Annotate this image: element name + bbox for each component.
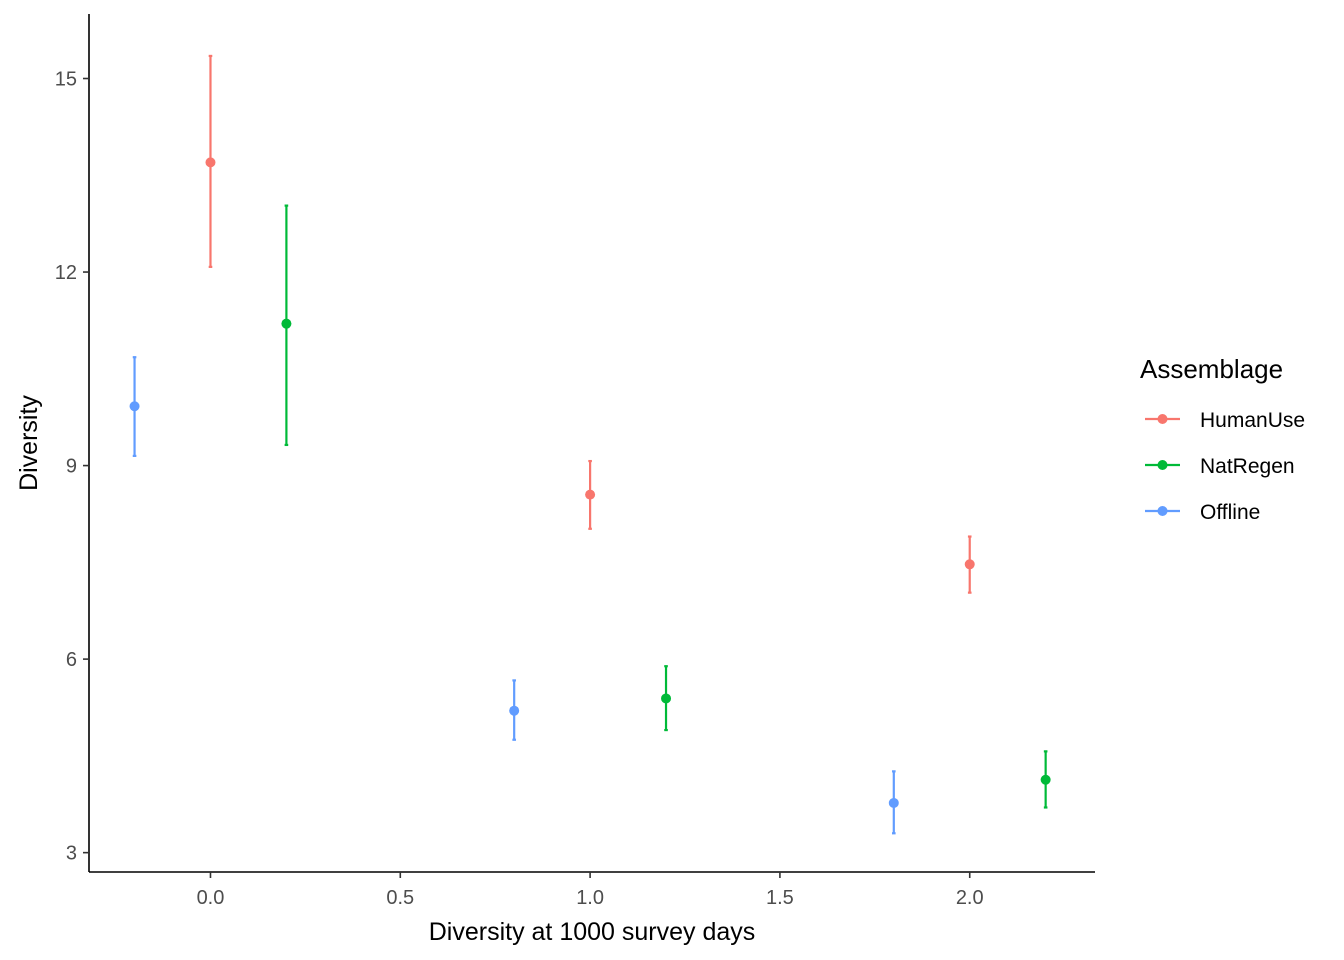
- series-offline: [129, 356, 899, 835]
- x-tick-label: 2.0: [956, 887, 984, 909]
- x-tick-label: 1.0: [576, 887, 604, 909]
- y-tick-label: 15: [55, 69, 77, 91]
- y-axis-title: Diversity: [15, 395, 43, 491]
- legend-key-point: [1157, 506, 1168, 516]
- y-tick-label: 6: [66, 649, 77, 671]
- data-point: [964, 559, 975, 570]
- x-axis-title: Diversity at 1000 survey days: [429, 918, 756, 946]
- data-point: [585, 489, 596, 500]
- x-tick-label: 0.0: [197, 887, 225, 909]
- legend-key-point: [1157, 414, 1168, 424]
- data-point: [205, 157, 216, 168]
- data-point: [661, 693, 672, 704]
- legend-label: HumanUse: [1200, 409, 1305, 432]
- x-ticks: 0.0 0.5 1.0 1.5 2.0: [197, 872, 984, 909]
- legend-item-natregen: NatRegen: [1145, 455, 1295, 478]
- legend-label: Offline: [1200, 501, 1260, 524]
- x-tick-label: 0.5: [386, 887, 414, 909]
- legend: Assemblage HumanUse NatRegen Offline: [1140, 354, 1305, 524]
- legend-items: HumanUse NatRegen Offline: [1145, 409, 1305, 524]
- x-tick-label: 1.5: [766, 887, 794, 909]
- series-natregen: [281, 204, 1051, 809]
- data-point: [509, 705, 520, 716]
- data-point: [888, 797, 899, 808]
- legend-item-humanuse: HumanUse: [1145, 409, 1305, 432]
- series-humanuse: [205, 54, 975, 594]
- legend-key-point: [1157, 460, 1168, 470]
- y-tick-label: 12: [55, 262, 77, 284]
- plot-area: [129, 54, 1051, 835]
- y-ticks: 3 6 9 12 15: [55, 69, 89, 865]
- legend-title: Assemblage: [1140, 354, 1283, 384]
- data-point: [281, 318, 292, 329]
- legend-item-offline: Offline: [1145, 501, 1260, 524]
- y-tick-label: 3: [66, 843, 77, 865]
- axes: 0.0 0.5 1.0 1.5 2.0 3 6 9 12 15: [55, 14, 1095, 909]
- legend-label: NatRegen: [1200, 455, 1295, 478]
- data-point: [129, 401, 140, 412]
- y-tick-label: 9: [66, 456, 77, 478]
- data-point: [1040, 774, 1051, 785]
